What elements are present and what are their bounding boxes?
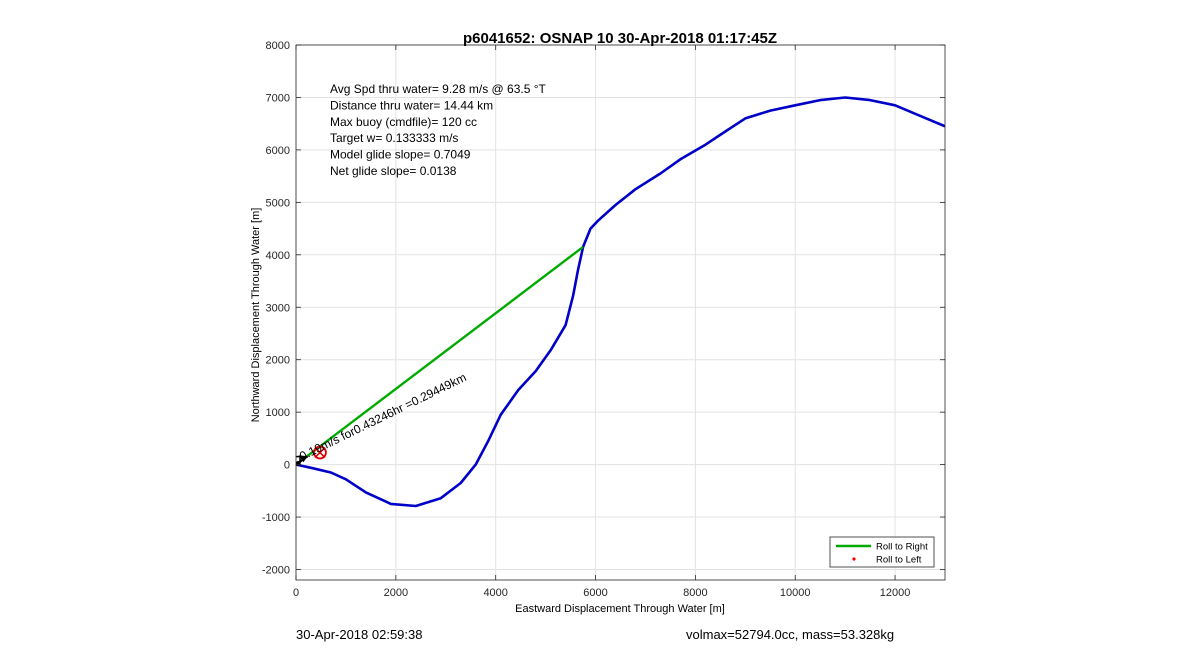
position-cross-marker bbox=[314, 447, 326, 459]
legend-marker-roll-to-left bbox=[852, 557, 856, 561]
chart-title: p6041652: OSNAP 10 30-Apr-2018 01:17:45Z bbox=[463, 30, 777, 47]
y-tick-label: 0 bbox=[284, 460, 290, 472]
legend-label: Roll to Right bbox=[876, 542, 928, 553]
y-axis-label: Northward Displacement Through Water [m] bbox=[250, 208, 262, 423]
y-tick-label: 8000 bbox=[266, 40, 290, 52]
plot-clip-group bbox=[296, 96, 945, 508]
axes bbox=[295, 44, 946, 581]
x-tick-label: 8000 bbox=[683, 587, 707, 599]
tick-labels: 0 2000 4000 6000 8000 10000 12000 -2000 -1000 0 10… bbox=[262, 40, 911, 599]
grid bbox=[295, 44, 945, 580]
y-tick-label: 6000 bbox=[266, 145, 290, 157]
legend-label: Roll to Left bbox=[876, 555, 922, 566]
x-tick-label: 4000 bbox=[483, 587, 507, 599]
axes-box bbox=[295, 44, 946, 581]
x-tick-label: 10000 bbox=[780, 587, 811, 599]
y-tick-label: 1000 bbox=[266, 407, 290, 419]
annotations: Avg Spd thru water= 9.28 m/s @ 63.5 °T Di… bbox=[330, 82, 547, 178]
plot-background bbox=[296, 45, 945, 580]
x-tick-label: 0 bbox=[293, 587, 299, 599]
annotation-line: Max buoy (cmdfile)= 120 cc bbox=[330, 115, 477, 129]
x-tick-label: 2000 bbox=[384, 587, 408, 599]
series-line-roll-to-right bbox=[296, 245, 584, 466]
legend-box bbox=[829, 536, 935, 568]
legend: Roll to Right Roll to Left bbox=[829, 536, 935, 568]
annotation-line: Model glide slope= 0.7049 bbox=[330, 148, 471, 162]
y-tick-label: 2000 bbox=[266, 355, 290, 367]
y-tick-label: 4000 bbox=[266, 250, 290, 262]
y-tick-label: -1000 bbox=[262, 512, 290, 524]
footer-volmax-mass: volmax=52794.0cc, mass=53.328kg bbox=[686, 627, 895, 642]
track-line bbox=[296, 96, 945, 508]
x-axis-label: Eastward Displacement Through Water [m] bbox=[515, 603, 725, 615]
x-tick-label: 6000 bbox=[583, 587, 607, 599]
annotation-line: Distance thru water= 14.44 km bbox=[330, 98, 493, 112]
y-tick-label: -2000 bbox=[262, 565, 290, 577]
position-circle-marker bbox=[313, 445, 327, 460]
start-marker bbox=[296, 455, 301, 464]
y-tick-label: 3000 bbox=[266, 302, 290, 314]
x-tick-label: 12000 bbox=[880, 587, 911, 599]
y-tick-label: 5000 bbox=[266, 197, 290, 209]
y-tick-label: 7000 bbox=[266, 92, 290, 104]
annotation-line: Net glide slope= 0.0138 bbox=[330, 164, 457, 178]
footer-timestamp: 30-Apr-2018 02:59:38 bbox=[296, 627, 423, 642]
series-group bbox=[296, 96, 945, 508]
annotation-line: Avg Spd thru water= 9.28 m/s @ 63.5 °T bbox=[330, 82, 547, 96]
annotation-line: Target w= 0.133333 m/s bbox=[330, 131, 458, 145]
